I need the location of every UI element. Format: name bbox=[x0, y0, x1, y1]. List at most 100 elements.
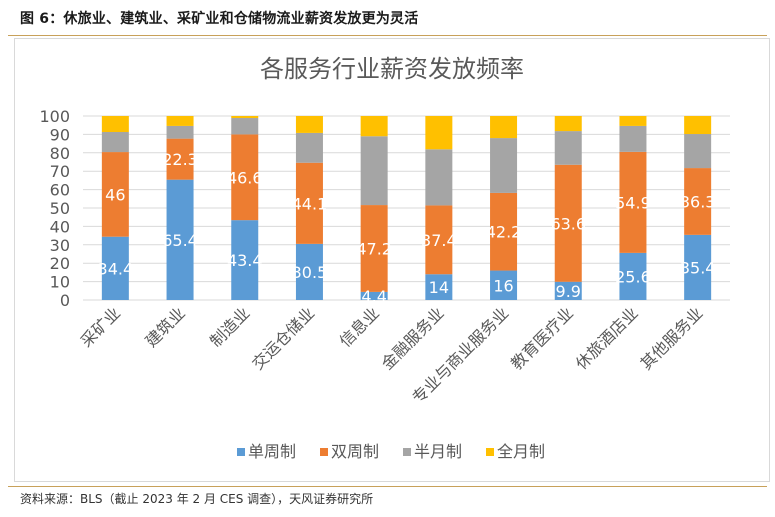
bar-segment bbox=[490, 192, 518, 271]
bar-segment bbox=[360, 136, 388, 206]
bar-segment bbox=[490, 116, 518, 139]
bar-segment bbox=[101, 116, 129, 133]
data-label: 9.9 bbox=[556, 282, 581, 301]
chart-frame: 各服务行业薪资发放频率 0 10 20 30 40 50 60 70 80 90 100 34.4 4… bbox=[14, 38, 770, 482]
data-label: 34.4 bbox=[98, 259, 134, 278]
bar-segment bbox=[425, 116, 453, 150]
data-label: 25.6 bbox=[615, 267, 651, 286]
legend-label: 双周制 bbox=[331, 442, 379, 461]
bar-segment bbox=[619, 151, 647, 253]
y-tick-label: 40 bbox=[50, 217, 70, 236]
legend: 单周制 双周制 半月制 全月制 bbox=[237, 442, 545, 461]
bar-segment bbox=[554, 281, 582, 300]
bar-segment bbox=[425, 149, 453, 206]
data-label: 65.4 bbox=[162, 231, 198, 250]
bar-segment bbox=[360, 291, 388, 300]
bar-segment bbox=[425, 205, 453, 275]
bar-segment bbox=[619, 125, 647, 152]
bar-segment bbox=[360, 116, 388, 137]
x-tick-label: 教育医疗业 bbox=[507, 303, 577, 373]
legend-swatch bbox=[403, 448, 411, 456]
data-label: 63.6 bbox=[550, 214, 586, 233]
bar-segment bbox=[490, 138, 518, 193]
legend-label: 半月制 bbox=[414, 442, 462, 461]
bar-segment bbox=[166, 125, 194, 139]
data-label: 30.5 bbox=[292, 263, 328, 282]
legend-swatch bbox=[486, 448, 494, 456]
bar-segment bbox=[360, 205, 388, 292]
bar-segment bbox=[231, 220, 259, 300]
bar-segment bbox=[684, 234, 712, 300]
x-tick-label: 采矿业 bbox=[77, 303, 124, 350]
data-label: 44.1 bbox=[292, 194, 328, 213]
legend-swatch bbox=[320, 448, 328, 456]
data-label: 43.4 bbox=[227, 251, 263, 270]
bar-segment bbox=[684, 168, 712, 235]
legend-label: 单周制 bbox=[248, 442, 296, 461]
x-tick-label: 金融服务业 bbox=[378, 303, 448, 373]
bar-segment bbox=[101, 152, 129, 237]
data-label: 46.6 bbox=[227, 168, 263, 187]
x-tick-label: 休旅酒店业 bbox=[572, 303, 642, 373]
y-tick-label: 50 bbox=[50, 199, 70, 218]
y-tick-label: 20 bbox=[50, 254, 70, 273]
bar-segment bbox=[231, 116, 259, 119]
x-tick-label: 制造业 bbox=[206, 303, 253, 350]
legend-label: 全月制 bbox=[497, 442, 545, 461]
bar-segment bbox=[231, 118, 259, 135]
bar-segment bbox=[295, 243, 323, 300]
data-label: 14 bbox=[429, 278, 449, 297]
source-note: 资料来源：BLS（截止 2023 年 2 月 CES 调查），天风证券研究所 bbox=[20, 492, 374, 506]
data-label: 16 bbox=[493, 276, 513, 295]
bar-segment bbox=[619, 252, 647, 300]
bar-segment bbox=[166, 179, 194, 300]
bar-segment bbox=[554, 131, 582, 165]
bar-segment bbox=[554, 116, 582, 132]
bar-segment bbox=[295, 116, 323, 133]
y-tick-label: 0 bbox=[60, 291, 70, 310]
data-label: 54.9 bbox=[615, 193, 651, 212]
legend-swatch bbox=[237, 448, 245, 456]
top-divider bbox=[8, 35, 767, 36]
bottom-divider bbox=[8, 486, 767, 487]
data-labels: 34.4 46 65.4 22.3 43.4 46.6 30.5 44.1 4.4 47.2 14 3… bbox=[98, 150, 716, 306]
data-label: 47.2 bbox=[356, 239, 392, 258]
data-label: 22.3 bbox=[162, 150, 198, 169]
chart-title: 各服务行业薪资发放频率 bbox=[260, 55, 524, 83]
data-label: 46 bbox=[105, 185, 125, 204]
figure-title: 图 6：休旅业、建筑业、采矿业和仓储物流业薪资发放更为灵活 bbox=[20, 11, 419, 27]
bar-segment bbox=[295, 162, 323, 244]
y-tick-label: 60 bbox=[50, 181, 70, 200]
data-label: 4.4 bbox=[361, 287, 386, 306]
x-tick-label: 其他服务业 bbox=[636, 303, 706, 373]
y-tick-label: 10 bbox=[50, 273, 70, 292]
y-tick-label: 100 bbox=[39, 107, 70, 126]
y-tick-label: 90 bbox=[50, 125, 70, 144]
bar-segment bbox=[684, 116, 712, 135]
x-tick-label: 交运仓储业 bbox=[248, 303, 318, 373]
data-label: 36.3 bbox=[680, 192, 716, 211]
bar-segment bbox=[101, 132, 129, 153]
x-tick-label: 信息业 bbox=[336, 303, 383, 350]
bar-segment bbox=[101, 236, 129, 300]
bar-segment bbox=[231, 134, 259, 221]
bar-segment bbox=[684, 134, 712, 169]
bar-segment bbox=[619, 116, 647, 126]
bars bbox=[101, 116, 712, 300]
data-label: 37.4 bbox=[421, 231, 457, 250]
y-tick-label: 80 bbox=[50, 144, 70, 163]
bar-segment bbox=[295, 132, 323, 163]
data-label: 42.2 bbox=[486, 223, 522, 242]
bar-segment bbox=[425, 274, 453, 300]
bar-segment bbox=[166, 138, 194, 180]
bar-segment bbox=[554, 164, 582, 282]
x-tick-label: 建筑业 bbox=[141, 303, 188, 350]
bar-segment bbox=[166, 116, 194, 126]
bar-segment bbox=[490, 270, 518, 300]
data-label: 35.4 bbox=[680, 258, 716, 277]
y-tick-label: 70 bbox=[50, 162, 70, 181]
y-tick-label: 30 bbox=[50, 236, 70, 255]
